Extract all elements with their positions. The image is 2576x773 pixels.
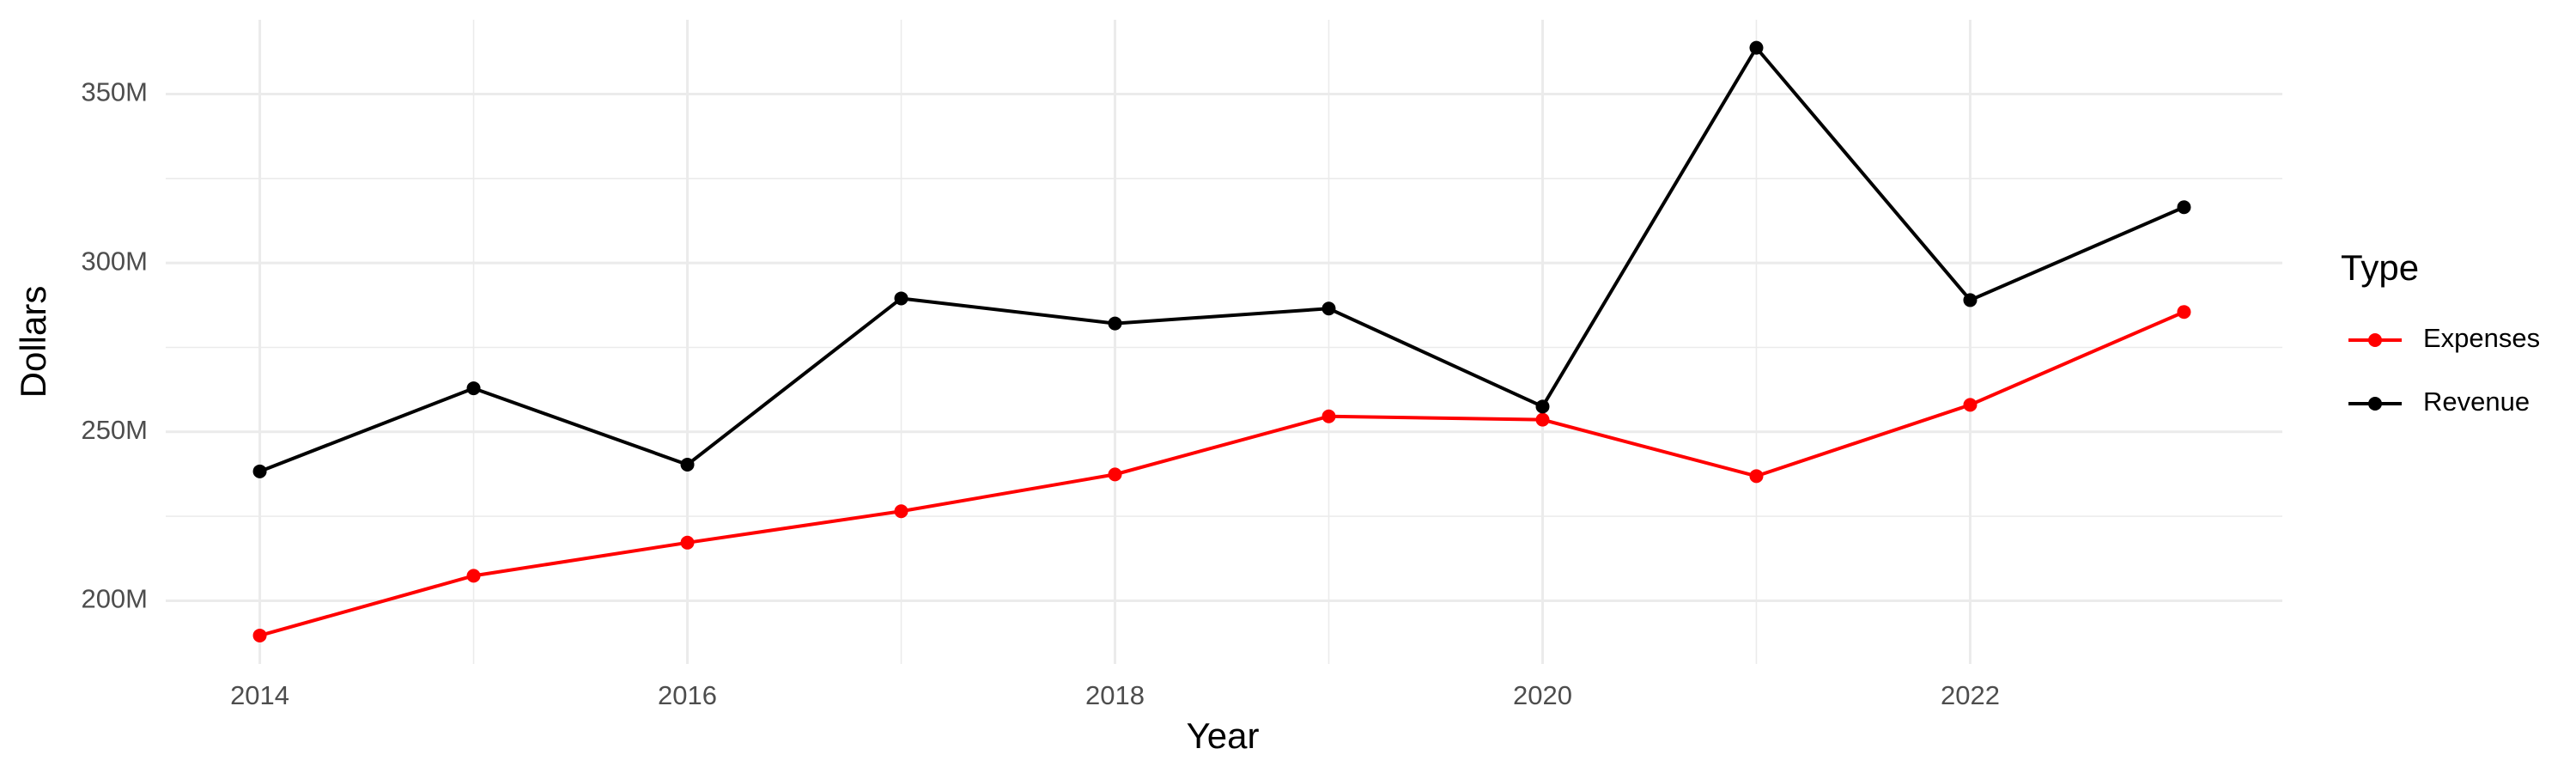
legend-title: Type (2341, 247, 2419, 288)
data-point (894, 504, 908, 519)
data-point (894, 291, 908, 306)
data-point (1963, 293, 1978, 307)
data-point (2177, 200, 2191, 215)
data-point (680, 457, 695, 472)
data-point (1321, 409, 1336, 423)
data-point (252, 464, 267, 478)
x-tick-label: 2016 (658, 680, 717, 710)
y-tick-label: 350M (81, 77, 148, 107)
data-point (466, 381, 481, 396)
x-tick-label: 2018 (1085, 680, 1145, 710)
x-tick-label: 2014 (230, 680, 289, 710)
legend-point (2368, 397, 2382, 411)
data-point (2177, 305, 2191, 320)
data-point (680, 535, 695, 550)
y-tick-label: 200M (81, 584, 148, 614)
x-tick-label: 2022 (1941, 680, 2000, 710)
data-point (1535, 412, 1550, 427)
y-tick-label: 300M (81, 246, 148, 276)
y-axis-title: Dollars (13, 286, 53, 399)
data-point (252, 628, 267, 642)
series-line (258, 45, 2185, 473)
data-point (1749, 40, 1764, 55)
x-tick-label: 2020 (1513, 680, 1572, 710)
x-axis-title: Year (1187, 715, 1260, 756)
data-point (1321, 301, 1336, 316)
y-tick-label: 250M (81, 415, 148, 445)
data-point (1749, 469, 1764, 484)
legend-label: Expenses (2423, 323, 2540, 353)
data-point (1108, 316, 1122, 331)
data-point (1108, 467, 1122, 482)
data-point (466, 569, 481, 583)
legend-label: Revenue (2423, 386, 2530, 417)
data-point (1963, 398, 1978, 412)
series-line (259, 310, 2185, 637)
legend-point (2368, 333, 2382, 347)
data-point (1535, 399, 1550, 414)
